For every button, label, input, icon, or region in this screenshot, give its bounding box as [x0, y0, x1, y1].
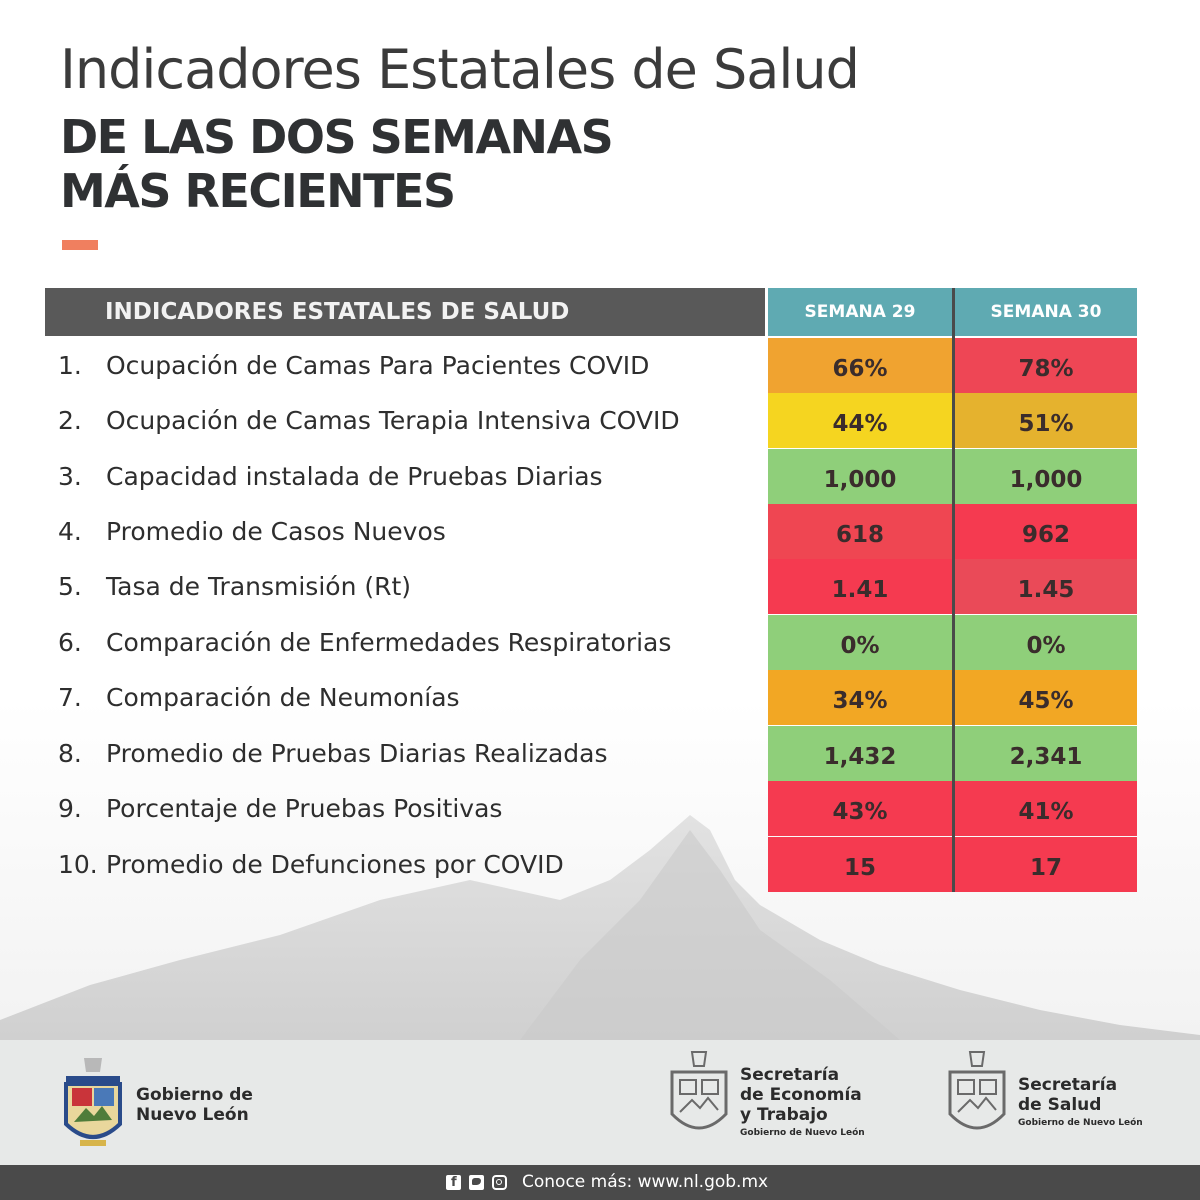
row-number: 4. — [58, 517, 82, 546]
footer: Gobierno de Nuevo León Secretaría de Eco… — [0, 1040, 1200, 1165]
table-header-label: INDICADORES ESTATALES DE SALUD — [45, 288, 765, 336]
row-number: 10. — [58, 850, 98, 879]
economia-seal-icon — [670, 1051, 728, 1130]
row-number: 1. — [58, 351, 82, 380]
table-row: 10. Promedio de Defunciones por COVID 15… — [0, 837, 1200, 892]
column-header-semana-29: SEMANA 29 — [768, 288, 952, 336]
cell-semana-30: 51% — [955, 393, 1137, 448]
economia-line-1: Secretaría — [740, 1065, 840, 1085]
cell-semana-30: 1,000 — [955, 449, 1137, 504]
row-label: Promedio de Casos Nuevos — [106, 517, 446, 546]
cell-semana-30: 78% — [955, 338, 1137, 393]
row-number: 9. — [58, 794, 82, 823]
row-number: 6. — [58, 628, 82, 657]
cell-semana-30: 0% — [955, 615, 1137, 670]
row-label: Porcentaje de Pruebas Positivas — [106, 794, 503, 823]
facebook-icon[interactable]: f — [446, 1175, 461, 1190]
row-number: 8. — [58, 739, 82, 768]
economia-line-2: de Economía — [740, 1085, 862, 1105]
cell-semana-29: 1.41 — [768, 559, 952, 614]
instagram-icon[interactable] — [492, 1175, 507, 1190]
table-row: 1. Ocupación de Camas Para Pacientes COV… — [0, 338, 1200, 393]
salud-line-1: Secretaría — [1018, 1075, 1118, 1095]
cell-semana-30: 1.45 — [955, 559, 1137, 614]
row-number: 7. — [58, 683, 82, 712]
table-row: 8. Promedio de Pruebas Diarias Realizada… — [0, 726, 1200, 781]
state-coat-of-arms-icon — [64, 1058, 122, 1146]
cell-semana-29: 15 — [768, 837, 952, 892]
economia-logo-text: Secretaría de Economía y Trabajo — [740, 1065, 862, 1125]
row-label: Promedio de Pruebas Diarias Realizadas — [106, 739, 608, 768]
table-row: 5. Tasa de Transmisión (Rt) 1.41 1.45 — [0, 559, 1200, 614]
subtitle-line-1: DE LAS DOS SEMANAS — [60, 110, 614, 164]
column-divider — [952, 288, 955, 892]
page-title: Indicadores Estatales de Salud — [60, 38, 860, 101]
cell-semana-29: 1,000 — [768, 449, 952, 504]
subtitle-line-2: MÁS RECIENTES — [60, 164, 456, 218]
table-row: 6. Comparación de Enfermedades Respirato… — [0, 615, 1200, 670]
website-link[interactable]: Conoce más: www.nl.gob.mx — [522, 1172, 769, 1192]
social-bar: f Conoce más: www.nl.gob.mx — [0, 1165, 1200, 1200]
row-label: Capacidad instalada de Pruebas Diarias — [106, 462, 603, 491]
table-row: 3. Capacidad instalada de Pruebas Diaria… — [0, 449, 1200, 504]
cell-semana-29: 66% — [768, 338, 952, 393]
salud-logo-text: Secretaría de Salud — [1018, 1075, 1117, 1115]
cell-semana-29: 1,432 — [768, 726, 952, 781]
column-header-semana-30: SEMANA 30 — [955, 288, 1137, 336]
twitter-icon[interactable] — [469, 1175, 484, 1190]
table-row: 2. Ocupación de Camas Terapia Intensiva … — [0, 393, 1200, 448]
gobierno-logo-text: Gobierno de Nuevo León — [136, 1085, 253, 1125]
cell-semana-29: 34% — [768, 670, 952, 725]
row-number: 2. — [58, 406, 82, 435]
row-label: Comparación de Enfermedades Respiratoria… — [106, 628, 672, 657]
gobierno-line-2: Nuevo León — [136, 1105, 249, 1125]
salud-seal-icon — [948, 1051, 1006, 1130]
economia-line-3: y Trabajo — [740, 1105, 828, 1125]
cell-semana-29: 618 — [768, 504, 952, 559]
row-label: Comparación de Neumonías — [106, 683, 460, 712]
accent-divider — [62, 240, 98, 250]
cell-semana-29: 0% — [768, 615, 952, 670]
economia-subtext: Gobierno de Nuevo León — [740, 1128, 865, 1138]
row-number: 3. — [58, 462, 82, 491]
row-label: Ocupación de Camas Terapia Intensiva COV… — [106, 406, 680, 435]
table-row: 9. Porcentaje de Pruebas Positivas 43% 4… — [0, 781, 1200, 836]
cell-semana-30: 45% — [955, 670, 1137, 725]
cell-semana-30: 2,341 — [955, 726, 1137, 781]
cell-semana-29: 43% — [768, 781, 952, 836]
gobierno-line-1: Gobierno de — [136, 1085, 253, 1105]
salud-line-2: de Salud — [1018, 1095, 1102, 1115]
cell-semana-30: 962 — [955, 504, 1137, 559]
salud-subtext: Gobierno de Nuevo León — [1018, 1118, 1143, 1128]
cell-semana-30: 41% — [955, 781, 1137, 836]
page-subtitle: DE LAS DOS SEMANAS MÁS RECIENTES — [60, 110, 614, 218]
table-row: 7. Comparación de Neumonías 34% 45% — [0, 670, 1200, 725]
row-label: Tasa de Transmisión (Rt) — [106, 572, 412, 601]
row-number: 5. — [58, 572, 82, 601]
cell-semana-30: 17 — [955, 837, 1137, 892]
row-label: Ocupación de Camas Para Pacientes COVID — [106, 351, 650, 380]
cell-semana-29: 44% — [768, 393, 952, 448]
table-row: 4. Promedio de Casos Nuevos 618 962 — [0, 504, 1200, 559]
row-label: Promedio de Defunciones por COVID — [106, 850, 564, 879]
